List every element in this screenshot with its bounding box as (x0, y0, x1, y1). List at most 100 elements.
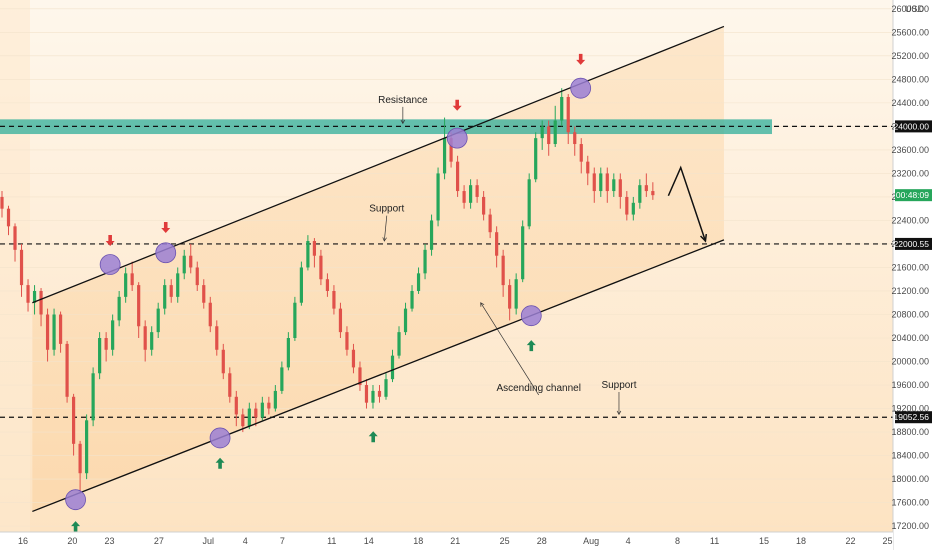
candle-body (625, 196, 629, 215)
projection-arrowhead (699, 233, 708, 243)
currency-label: USD (905, 4, 925, 14)
y-tick-label: 18800.00 (891, 427, 929, 437)
y-tick-label: 23200.00 (891, 168, 929, 178)
candle-body (429, 220, 434, 250)
x-tick-label: 18 (413, 536, 423, 546)
channel-upper-line (32, 25, 725, 304)
candle-body (176, 273, 180, 297)
candle-body (247, 408, 251, 427)
candle-body (423, 249, 427, 274)
resistance-price-tag: 24000.00 (894, 121, 930, 131)
touch-point-marker (446, 127, 468, 149)
candle-body (651, 191, 655, 196)
y-tick-label: 17200.00 (891, 521, 929, 531)
candle-body (618, 179, 622, 197)
candle-body (228, 373, 232, 397)
x-tick-label: 8 (675, 536, 680, 546)
annotations: Resistance Support Ascending channel Suppor… (369, 95, 637, 416)
candle-body (482, 196, 486, 215)
down-arrow-marker (105, 234, 115, 246)
candle-body (143, 326, 147, 350)
y-tick-label: 17600.00 (891, 498, 929, 508)
annotation-label: Support (369, 204, 404, 215)
candle-body (338, 308, 343, 333)
candle-body (403, 308, 408, 333)
candle-body (58, 314, 63, 344)
candle-body (449, 138, 453, 162)
time-axis-panel (0, 532, 893, 550)
candle-body (410, 290, 414, 309)
x-tick-label: 28 (537, 536, 547, 546)
candle-body (280, 367, 284, 391)
candle-body (488, 214, 492, 233)
candle-body (462, 191, 466, 203)
x-tick-label: 7 (280, 536, 285, 546)
touch-point-marker (65, 489, 86, 511)
price-axis-panel (893, 0, 932, 550)
annotation-pointer (383, 215, 388, 242)
up-arrow-marker (71, 521, 81, 533)
annotation-pointer-head (616, 410, 622, 416)
y-tick-label: 19600.00 (891, 380, 929, 390)
candle-body (521, 226, 525, 280)
annotation-label: Ascending channel (496, 383, 581, 394)
y-tick-label: 25600.00 (891, 27, 929, 37)
candle-body (475, 185, 479, 197)
resistance-price-tag-box (895, 120, 932, 133)
candle-body (306, 241, 310, 268)
candle-body (560, 96, 564, 121)
x-tick-label: 25 (882, 536, 892, 546)
candle-body (553, 120, 557, 145)
candle-body (566, 96, 570, 133)
candle-body (221, 349, 225, 374)
candle-body (241, 414, 245, 427)
candle-body (377, 390, 382, 397)
channel-lower-line (32, 239, 725, 513)
candle-body (345, 332, 349, 350)
candle-body (508, 285, 512, 309)
candle-body (6, 208, 11, 227)
annotation-label: Resistance (378, 95, 428, 106)
candle-body (52, 314, 56, 350)
candle-body (260, 402, 264, 418)
touch-points (65, 77, 592, 511)
candle-body (13, 226, 17, 250)
candle-body (390, 355, 395, 380)
candle-body (592, 173, 596, 192)
left-shade (0, 0, 30, 532)
candle-body (117, 296, 121, 321)
candle-body (45, 314, 50, 350)
x-tick-label: 11 (710, 536, 719, 546)
y-tick-label: 18000.00 (891, 474, 929, 484)
candle-body (469, 185, 473, 203)
candle-body (202, 285, 206, 303)
x-tick-label: 27 (154, 536, 164, 546)
candle-body (384, 379, 388, 397)
candle-body (189, 255, 193, 268)
y-tick-label: 26000.00 (891, 4, 929, 14)
candle-body (273, 390, 277, 409)
up-arrow-marker (368, 431, 378, 443)
candle-body (638, 185, 642, 203)
up-arrow-marker (215, 457, 225, 469)
lower-price-tag: 19052.56 (894, 412, 930, 422)
y-tick-label: 21600.00 (891, 262, 929, 272)
down-arrow-marker (576, 53, 586, 65)
candle-body (267, 402, 271, 409)
support-price-tag-box (895, 237, 932, 250)
candle-body (293, 302, 297, 339)
candle-body (130, 273, 134, 286)
candle-body (612, 179, 616, 192)
candle-body (163, 285, 167, 309)
x-tick-label: 25 (500, 536, 510, 546)
candle-body (605, 173, 609, 192)
candle-body (169, 285, 173, 297)
candle-body (514, 279, 518, 309)
annotation-pointer-head (382, 237, 387, 242)
annotation-label: Support (601, 380, 636, 391)
projection-line (667, 165, 707, 242)
candles (0, 88, 655, 494)
down-arrow-marker (161, 222, 171, 234)
x-tick-label: 18 (796, 536, 806, 546)
projection-path (667, 165, 708, 243)
